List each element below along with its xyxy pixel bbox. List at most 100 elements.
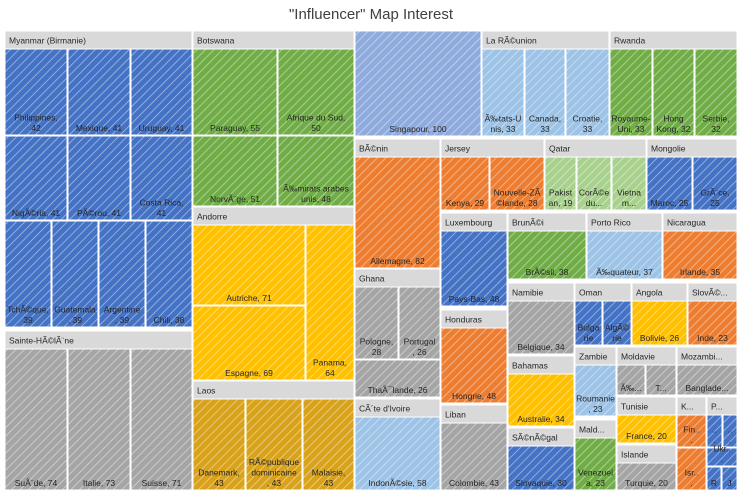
treemap-cell-label: Inde, 23 <box>697 333 728 343</box>
treemap-cell-label: GrÃ¨ce, 25 <box>700 188 729 209</box>
group-header-label: Botswana <box>197 36 235 46</box>
treemap-cell-label: Fin... <box>683 425 700 446</box>
treemap-cell-label: Nouvelle-ZÃ ©lande, 28 <box>494 188 541 209</box>
group-header-label: BÃ©nin <box>359 144 388 154</box>
group-header-label: Myanmar (Birmanie) <box>9 36 86 46</box>
treemap-cell-texture <box>676 364 738 396</box>
treemap-cell-label: RÃ©publique dominicaine, 43 <box>249 457 299 488</box>
treemap-cell-label: Croatie, 33 <box>573 114 603 135</box>
treemap-cell-texture <box>481 48 525 137</box>
treemap-cell-label: Espagne, 69 <box>225 368 273 378</box>
treemap-cell-texture <box>4 48 68 136</box>
treemap-cell-label: Malaisie, 43 <box>312 468 346 489</box>
group-header-label: La RÃ©union <box>486 36 537 46</box>
treemap-cell-label: Autriche, 71 <box>226 293 272 303</box>
group-header-label: Luxembourg <box>445 218 493 228</box>
group-header <box>440 404 508 424</box>
treemap-cell-texture <box>440 422 508 491</box>
group-header <box>687 282 738 302</box>
group-header <box>354 398 441 418</box>
treemap-cell-label: Ã‰mirats arabes unis, 48 <box>283 184 349 205</box>
treemap-cell-label: Hong Kong, 32 <box>656 114 690 135</box>
group-header-label: P... <box>711 402 723 412</box>
treemap-cell-texture <box>507 300 575 355</box>
group-header-label: Nicaragua <box>667 218 706 228</box>
group-header <box>616 396 677 416</box>
treemap-cell-label: Danemark, 43 <box>198 468 240 489</box>
treemap-cell-label: Bulga rie <box>578 323 600 344</box>
group-header-label: Porto Rico <box>591 218 631 228</box>
treemap-cell-texture <box>440 156 490 211</box>
treemap-cell-texture <box>354 156 441 269</box>
treemap-cell-texture <box>192 398 246 491</box>
group-header-label: Oman <box>579 288 602 298</box>
treemap-cell-label: Uruguay, 41 <box>139 123 185 133</box>
treemap-cell-texture <box>67 348 131 491</box>
treemap-cell-label: Canada, 33 <box>529 114 561 135</box>
treemap-cell-label: Afrique du Sud, 50 <box>287 113 346 134</box>
group-header <box>440 309 508 329</box>
treemap-cell-label: Vietna m... <box>617 188 641 209</box>
treemap-cell-texture <box>67 135 131 221</box>
group-header <box>4 30 193 50</box>
treemap-cell-label: BrÃ©sil, 38 <box>526 267 569 277</box>
treemap-cell-texture <box>98 220 146 328</box>
group-header <box>192 30 355 50</box>
treemap-cell-label: IndonÃ©sie, 58 <box>368 478 427 488</box>
treemap-cell-texture <box>507 230 587 280</box>
treemap-cell-label: Colombie, 43 <box>449 478 499 488</box>
group-header <box>662 212 738 232</box>
treemap-cell-label: Irlande, 35 <box>680 267 720 277</box>
treemap-cell-label: Isr... <box>685 468 699 489</box>
treemap-cell-label: Venezuel a, 23 <box>578 468 613 489</box>
treemap-cell-texture <box>130 348 193 491</box>
treemap-cell-label: Guatemala, 39 <box>54 305 96 326</box>
group-header <box>192 380 355 400</box>
treemap-cell-label: Mexique, 41 <box>76 123 123 133</box>
treemap-cell-label: Maroc, 25 <box>651 198 689 208</box>
group-header-label: BrunÃ©i <box>512 218 544 228</box>
group-header-label: SlovÃ©... <box>692 288 728 298</box>
treemap-cell-label: Argentine, 39 <box>104 305 141 326</box>
group-header-label: Sainte-HÃ©lÃ¨ne <box>9 336 74 346</box>
group-header <box>440 138 545 158</box>
group-header <box>354 138 441 158</box>
group-header-label: Mozambi... <box>681 352 723 362</box>
treemap-cell-texture <box>245 398 303 491</box>
treemap-cell-texture <box>4 348 68 491</box>
treemap-cell-label: Chili, 38 <box>154 315 185 325</box>
treemap-cell-label: Suisse, 71 <box>142 478 182 488</box>
treemap-cell-label: TchÃ©que, 39 <box>7 305 49 326</box>
treemap-cell-texture <box>507 373 575 427</box>
treemap-cell-texture <box>544 156 577 211</box>
group-header-label: SÃ©nÃ©gal <box>512 433 558 443</box>
treemap-cell-texture <box>192 224 306 306</box>
treemap-cell-label: AlgÃ© rie <box>605 323 630 344</box>
group-header-label: CÃ´te d'Ivoire <box>359 404 410 414</box>
treemap-cell-label: Royaume-Uni, 33 <box>611 114 650 135</box>
group-header-label: Qatar <box>549 144 570 154</box>
treemap-cell-label: Belgique, 34 <box>517 342 565 352</box>
treemap-cell-texture <box>192 135 278 207</box>
group-header <box>586 212 663 232</box>
treemap-cell-texture <box>302 398 355 491</box>
group-header <box>507 212 587 232</box>
treemap-cell-texture <box>646 156 693 211</box>
group-header-label: Rwanda <box>614 36 645 46</box>
treemap-cell-label: France, 20 <box>626 431 667 441</box>
treemap-cell-texture <box>524 48 566 137</box>
treemap-cell-texture <box>440 327 508 404</box>
treemap-cell-label: Pologne, 28 <box>360 337 394 358</box>
treemap-cell-texture <box>130 135 193 221</box>
treemap-cell-texture <box>574 364 617 417</box>
group-header-label: Bahamas <box>512 361 548 371</box>
treemap-cell-texture <box>4 220 52 328</box>
group-header <box>676 346 738 366</box>
treemap-cell-texture <box>662 230 738 280</box>
treemap-cell-label: Italie, 73 <box>83 478 115 488</box>
treemap-cell-texture <box>574 300 603 346</box>
group-header <box>676 396 707 416</box>
group-header-label: Tunisie <box>621 402 648 412</box>
treemap-cell-texture <box>706 447 738 467</box>
group-header-label: Moldavie <box>621 352 655 362</box>
